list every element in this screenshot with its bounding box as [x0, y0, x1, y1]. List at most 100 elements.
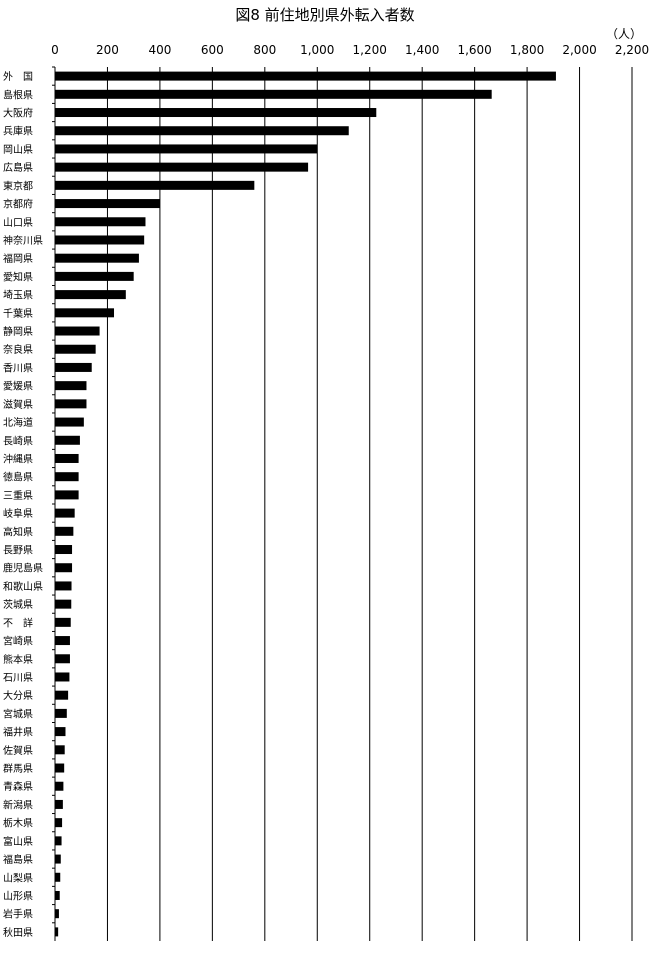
bar — [55, 344, 96, 354]
bar — [55, 927, 59, 937]
chart-title: 図8 前住地別県外転入者数 — [235, 6, 414, 24]
x-tick-label: 1,600 — [457, 43, 491, 57]
x-tick-label: 1,400 — [405, 43, 439, 57]
bar — [55, 872, 61, 882]
category-label: 東京都 — [3, 179, 33, 192]
bar — [55, 508, 75, 518]
x-tick-label: 1,200 — [353, 43, 387, 57]
category-label: 沖縄県 — [3, 452, 33, 465]
bar — [55, 71, 556, 81]
bar — [55, 235, 145, 245]
category-label: 不 詳 — [3, 616, 33, 629]
category-label: 大分県 — [3, 689, 33, 702]
category-label: 山口県 — [3, 217, 33, 229]
bar — [55, 654, 70, 664]
category-label: 愛媛県 — [3, 380, 33, 393]
category-label: 長野県 — [3, 545, 33, 557]
bar — [55, 745, 65, 755]
x-tick-label: 200 — [96, 43, 119, 57]
category-labels: 外 国島根県大阪府兵庫県岡山県広島県東京都京都府山口県神奈川県福岡県愛知県埼玉県… — [3, 66, 55, 939]
bar — [55, 199, 160, 209]
bar — [55, 435, 80, 445]
x-tick-label: 1,000 — [300, 43, 334, 57]
bar — [55, 690, 69, 700]
category-label: 千葉県 — [3, 307, 33, 320]
category-label: 岐阜県 — [3, 507, 33, 520]
category-label: 富山県 — [3, 835, 33, 848]
bar — [55, 453, 79, 463]
category-label: 奈良県 — [3, 343, 33, 356]
category-label: 石川県 — [3, 672, 33, 684]
bar — [55, 781, 64, 791]
bar — [55, 362, 92, 372]
category-label: 埼玉県 — [3, 289, 33, 302]
bar — [55, 108, 377, 118]
bar — [55, 763, 65, 773]
bar — [55, 672, 70, 682]
category-label: 佐賀県 — [3, 745, 33, 757]
category-label: 鹿児島県 — [3, 562, 43, 575]
category-label: 徳島県 — [3, 471, 33, 484]
bar — [55, 854, 61, 864]
bar — [55, 472, 79, 482]
bar — [55, 180, 255, 190]
category-label: 青森県 — [3, 780, 33, 793]
x-tick-label: 2,200 — [615, 43, 649, 57]
x-tick-label: 800 — [253, 43, 276, 57]
category-label: 香川県 — [3, 362, 33, 374]
category-label: 長崎県 — [3, 434, 33, 447]
x-tick-label: 2,000 — [562, 43, 596, 57]
bar — [55, 581, 72, 591]
bar — [55, 290, 126, 300]
category-label: 広島県 — [3, 161, 33, 174]
bars — [55, 71, 556, 937]
category-label: 神奈川県 — [3, 234, 43, 247]
bar — [55, 727, 66, 737]
category-label: 京都府 — [3, 198, 33, 211]
bar — [55, 217, 146, 227]
category-label: 福島県 — [3, 853, 33, 866]
bar — [55, 126, 349, 136]
category-label: 宮崎県 — [3, 635, 33, 648]
bar — [55, 708, 67, 718]
bar — [55, 490, 79, 500]
category-label: 大阪府 — [3, 107, 33, 120]
unit-label: （人） — [606, 27, 642, 41]
category-label: 茨城県 — [3, 598, 33, 611]
bar — [55, 144, 318, 154]
x-tick-label: 1,800 — [510, 43, 544, 57]
x-tick-label: 600 — [201, 43, 224, 57]
bar — [55, 399, 87, 409]
bar — [55, 545, 73, 555]
category-label: 福井県 — [3, 726, 33, 739]
category-label: 三重県 — [3, 489, 33, 502]
bar — [55, 271, 134, 281]
category-label: 秋田県 — [3, 926, 33, 939]
category-label: 岩手県 — [3, 908, 33, 921]
bar — [55, 599, 72, 609]
category-label: 島根県 — [3, 88, 33, 101]
bar — [55, 818, 63, 828]
category-label: 群馬県 — [3, 762, 33, 775]
bar — [55, 417, 84, 427]
bar — [55, 636, 70, 646]
category-label: 愛知県 — [3, 270, 33, 283]
bar — [55, 253, 139, 263]
bar — [55, 162, 309, 172]
x-axis-tick-labels: 0 200 400 600 800 1,000 1,200 1,400 1,600 1,800 2,… — [51, 43, 649, 57]
category-label: 山梨県 — [3, 871, 33, 884]
category-label: 新潟県 — [3, 798, 33, 811]
bar — [55, 909, 59, 919]
category-label: 滋賀県 — [3, 398, 33, 411]
x-tick-label: 0 — [51, 43, 59, 57]
category-label: 和歌山県 — [3, 580, 43, 593]
bar — [55, 836, 62, 846]
bar — [55, 563, 73, 573]
x-tick-label: 400 — [148, 43, 171, 57]
bar — [55, 617, 71, 627]
category-label: 岡山県 — [3, 144, 33, 156]
category-label: 高知県 — [3, 525, 33, 538]
category-label: 福岡県 — [3, 252, 33, 265]
category-label: 外 国 — [3, 71, 33, 83]
